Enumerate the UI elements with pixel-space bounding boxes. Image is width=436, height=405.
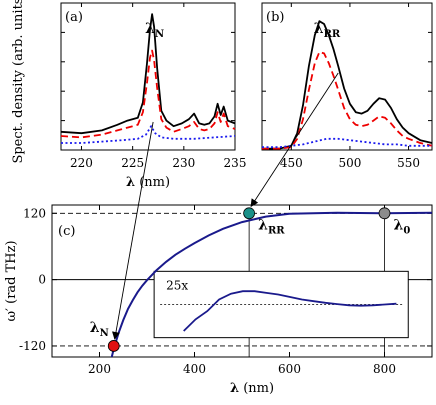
inset-label: 25x: [166, 278, 188, 292]
x-axis-label-symbol: λ: [126, 175, 135, 190]
x-tick-label: 200: [88, 362, 111, 376]
marker-0: [378, 207, 391, 220]
panel-label: (c): [58, 224, 75, 239]
x-tick-label: 225: [121, 156, 144, 170]
marker-label-n-symbol: λ: [90, 320, 100, 336]
series-solid-black: [262, 20, 433, 150]
y-tick-label: 0: [38, 273, 46, 287]
panel-b-frame: [261, 2, 433, 151]
marker-label-rr-subscript: RR: [268, 225, 285, 236]
dispersion-curve: [110, 211, 432, 357]
marker-label-0: λ0: [394, 217, 411, 236]
y-tick-label: 120: [23, 206, 46, 220]
x-tick-label: 230: [172, 156, 195, 170]
peak-annotation-symbol: λ: [314, 21, 324, 37]
inset-series: [183, 290, 397, 332]
peak-annotation-subscript: N: [155, 29, 164, 40]
marker-label-n: λN: [90, 320, 109, 339]
x-tick-label: 550: [397, 156, 420, 170]
marker-label-0-symbol: λ: [394, 217, 404, 233]
series-solid-black: [60, 13, 236, 135]
x-tick-label: 400: [183, 362, 206, 376]
marker-label-rr-symbol: λ: [258, 217, 268, 233]
x-tick-label: 220: [70, 156, 93, 170]
y-axis-label: ω′ (rad THz): [4, 240, 19, 321]
shared-ylabel: Spect. density (arb. units): [11, 0, 26, 164]
x-tick-label: 235: [224, 156, 247, 170]
marker-rr: [243, 207, 256, 220]
marker-label-rr: λRR: [258, 217, 285, 236]
panel-a: 220 225 230 235(a)λNλ (nm): [60, 2, 247, 190]
x-axis-label-symbol: λ: [230, 381, 239, 396]
peak-annotation: λRR: [314, 21, 341, 40]
series-dotted-blue: [61, 125, 236, 144]
peak-annotation-subscript: RR: [324, 29, 341, 40]
peak-annotation: λN: [145, 21, 164, 40]
series-dotted-blue: [262, 137, 432, 149]
panel-label: (b): [266, 10, 284, 25]
arrow-to-lambda-rr: [250, 72, 339, 208]
x-axis-label: λ (nm): [230, 381, 274, 396]
panel-c: 120 0 -120 200 400 600 800 λ (nm) ω′ (rad THz) (c…: [4, 204, 433, 396]
x-tick-label: 600: [278, 362, 301, 376]
connector-arrows: [112, 72, 339, 340]
x-axis-label-unit: (nm): [239, 381, 274, 396]
series-dashed-red: [60, 49, 236, 139]
x-tick-label: 500: [338, 156, 361, 170]
panel-c-frame: [51, 204, 433, 358]
arrow-to-lambda-n: [112, 121, 154, 340]
x-axis-label: λ (nm): [126, 175, 170, 190]
x-axis-label-unit: (nm): [135, 175, 170, 190]
panel-label: (a): [65, 10, 83, 25]
panel-b: 450 500 550 (b) λRR: [261, 2, 433, 170]
x-tick-label: 450: [280, 156, 303, 170]
marker-n: [107, 340, 120, 352]
marker-label-n-subscript: N: [100, 328, 109, 339]
series-dashed-red: [262, 51, 433, 150]
peak-annotation-symbol: λ: [145, 21, 155, 37]
x-tick-label: 800: [373, 362, 396, 376]
y-tick-label: -120: [19, 339, 46, 353]
marker-label-0-subscript: 0: [403, 225, 410, 236]
